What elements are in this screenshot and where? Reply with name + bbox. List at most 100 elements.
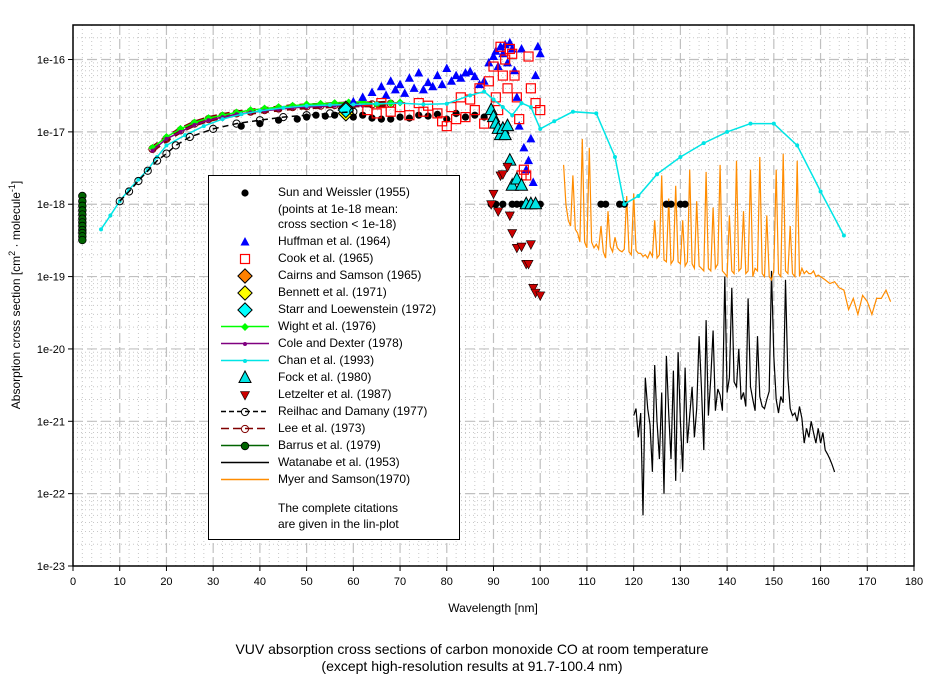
series-chan-et-al-1993-point (725, 129, 730, 134)
x-tick-label: 0 (70, 576, 76, 588)
legend-item: Letzelter et al. (1987) (209, 386, 459, 403)
x-tick-label: 70 (394, 576, 406, 588)
series-myer-and-samson-1970-line (563, 138, 892, 317)
series-reilhac-and-damany-1977-point (279, 113, 288, 122)
series-cook-et-al-1965-point (525, 83, 536, 94)
series-sun-and-weissler-1955-point (602, 200, 610, 208)
y-axis-title-mid: · molecule (9, 192, 23, 251)
x-tick-label: 120 (624, 576, 642, 588)
series-cole-and-dexter-1978-point (206, 118, 211, 123)
series-cook-et-al-1965-point (500, 54, 511, 65)
series-chan-et-al-1993-point (201, 124, 206, 129)
series-sun-and-weissler-1955-point (293, 115, 301, 123)
series-reilhac-and-damany-1977-point (185, 132, 194, 142)
series-cook-et-al-1965-point (497, 70, 508, 81)
series-chan-et-al-1993-point (510, 113, 515, 118)
x-tick-label: 110 (578, 576, 596, 588)
chart-subtitle: (except high-resolution results at 91.7-… (321, 658, 623, 674)
series-reilhac-and-damany-1977-point (124, 187, 134, 196)
series-chan-et-al-1993-point (491, 97, 496, 102)
series-cole-and-dexter-1978-point (192, 122, 197, 127)
series-fock-et-al-1980-point (500, 118, 515, 132)
series-sun-and-weissler-1955-point (499, 200, 507, 208)
legend-note: are given in the lin-plot (278, 517, 399, 531)
series-myer-and-samson-1970 (563, 138, 892, 317)
series-chan-et-al-1993-point (239, 112, 244, 117)
legend-item: Wight et al. (1976) (209, 318, 459, 335)
series-letzelter-et-al-1987-point (486, 200, 497, 210)
series-huffman-et-al-1964-point (423, 77, 433, 87)
legend-marker (241, 323, 249, 331)
legend-item: Barrus et al. (1979) (209, 437, 459, 454)
y-tick-label: 1e-20 (37, 344, 65, 356)
legend-symbol (221, 461, 269, 464)
series-chan-et-al-1993-point (538, 126, 543, 131)
series-chan-et-al-1993-point (281, 105, 286, 110)
series-cook-et-al-1965-point (518, 164, 529, 175)
series-chan-et-al-1993-point (594, 111, 599, 116)
legend-marker (240, 441, 250, 451)
legend-label: Letzelter et al. (1987) (278, 387, 392, 401)
series-huffman-et-al-1964-point (489, 51, 498, 61)
x-tick-label: 30 (207, 576, 219, 588)
series-chan-et-al-1993-point (841, 233, 846, 238)
x-tick-label: 140 (718, 576, 736, 588)
series-cook-et-al-1965-point (460, 112, 471, 123)
series-chan-et-al-1993-point (136, 177, 141, 182)
legend-item: Bennett et al. (1971) (209, 284, 459, 301)
series-chan-et-al-1993-point (622, 202, 627, 207)
legend-label: Watanabe et al. (1953) (278, 455, 400, 469)
series-chan-et-al-1993 (99, 89, 846, 238)
series-huffman-et-al-1964-point (512, 92, 522, 101)
series-sun-and-weissler-1955-point (359, 111, 367, 119)
y-axis-title-end: ] (9, 181, 23, 184)
series-cole-and-dexter-1978-point (164, 136, 169, 141)
series-chan-et-al-1993-point (108, 213, 113, 218)
series-chan-et-al-1993-point (164, 143, 169, 148)
series-chan-et-al-1993-point (795, 143, 800, 148)
series-reilhac-and-damany-1977-point (134, 176, 143, 186)
series-reilhac-and-damany-1977-line (119, 110, 354, 202)
legend-item: Myer and Samson(1970) (209, 471, 459, 488)
legend-symbol (221, 424, 269, 434)
x-tick-label: 180 (905, 576, 923, 588)
series-reilhac-and-damany-1977-point (162, 149, 171, 158)
legend-marker (240, 407, 250, 417)
legend-marker (237, 302, 253, 318)
legend-symbol (237, 302, 253, 318)
series-cook-et-al-1965-point (385, 106, 396, 117)
legend: Sun and Weissler (1955) (points at 1e-18 … (208, 175, 460, 540)
legend-label-extra: cross section < 1e-18) (278, 217, 397, 231)
legend-label: Chan et al. (1993) (278, 353, 375, 367)
series-chan-et-al-1993-point (678, 154, 683, 159)
series-chan-et-al-1993-point (748, 121, 753, 126)
series-reilhac-and-damany-1977-point (171, 141, 180, 150)
series-barrus-et-al-1979-point (78, 235, 87, 245)
series-sun-and-weissler-1955-point (471, 111, 479, 119)
y-tick-label: 1e-18 (37, 199, 65, 211)
legend-symbol (221, 323, 269, 331)
series-chan-et-al-1993-point (519, 101, 524, 106)
x-tick-label: 60 (347, 576, 359, 588)
series-chan-et-al-1993-point (552, 119, 557, 124)
series-huffman-et-al-1964-point (386, 76, 396, 85)
y-tick-label: 1e-16 (37, 55, 65, 67)
series-chan-et-al-1993-point (636, 193, 641, 198)
series-chan-et-al-1993-point (655, 172, 660, 177)
series-fock-et-al-1980-point (528, 196, 543, 210)
series-huffman-et-al-1964-point (390, 84, 400, 94)
legend-label: Sun and Weissler (1955) (278, 185, 410, 199)
series-huffman-et-al-1964-point (418, 84, 428, 94)
series-chan-et-al-1993-point (421, 102, 426, 107)
legend-label: Myer and Samson(1970) (278, 472, 411, 486)
series-huffman-et-al-1964-point (432, 70, 442, 80)
legend-symbol (241, 189, 249, 197)
legend-label: Reilhac and Damany (1977) (278, 404, 428, 418)
series-chan-et-al-1993-point (304, 103, 309, 108)
legend-symbol (240, 237, 250, 246)
series-reilhac-and-damany-1977-point (209, 124, 218, 133)
series-watanabe-et-al-1953 (633, 270, 836, 516)
legend-marker (243, 342, 247, 346)
legend-marker (240, 391, 250, 401)
series-sun-and-weissler-1955-point (396, 113, 404, 121)
